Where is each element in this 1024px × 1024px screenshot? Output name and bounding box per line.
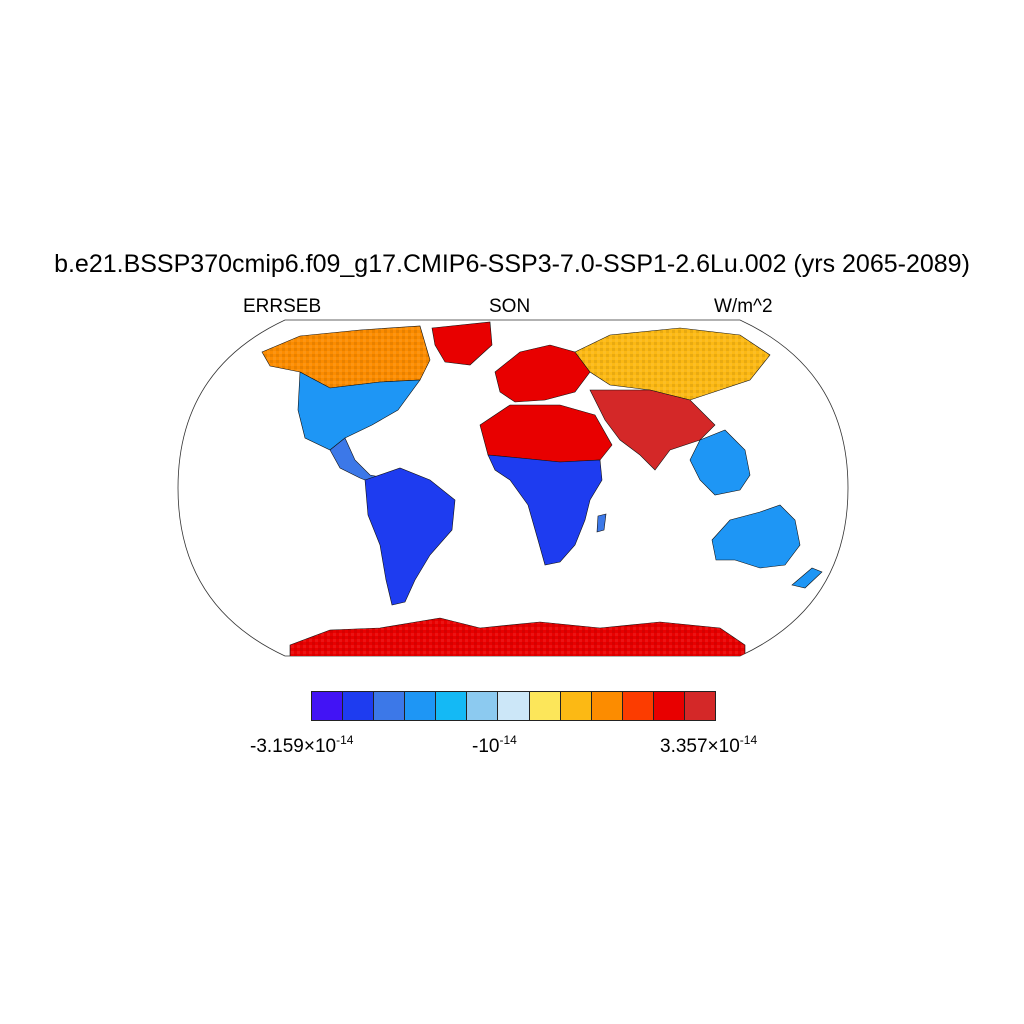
colorbar-swatch-0 xyxy=(312,692,344,720)
region-new-zealand xyxy=(791,567,823,589)
region-europe xyxy=(494,344,591,403)
colorbar-swatch-12 xyxy=(684,692,716,720)
colorbar-swatch-6 xyxy=(498,692,530,720)
region-australia xyxy=(711,504,801,569)
colorbar-swatch-1 xyxy=(343,692,375,720)
colorbar-swatch-2 xyxy=(374,692,406,720)
region-north-america-south xyxy=(297,371,421,451)
variable-label: ERRSEB xyxy=(243,296,322,317)
colorbar-swatch-10 xyxy=(622,692,654,720)
region-southeast-asia xyxy=(689,429,751,496)
colorbar-swatch-4 xyxy=(436,692,468,720)
plot-title: b.e21.BSSP370cmip6.f09_g17.CMIP6-SSP3-7.… xyxy=(54,250,970,278)
colorbar-min-label: -3.159×10-14 xyxy=(250,733,354,757)
season-label: SON xyxy=(489,296,531,317)
colorbar-swatch-5 xyxy=(467,692,499,720)
colorbar-swatch-9 xyxy=(591,692,623,720)
region-greenland xyxy=(431,321,493,366)
colorbar-mid-label: -10-14 xyxy=(472,733,517,757)
colorbar-swatch-11 xyxy=(653,692,685,720)
region-central-southern-africa xyxy=(487,454,603,566)
region-south-america xyxy=(364,467,456,606)
colorbar-swatch-3 xyxy=(405,692,437,720)
texture-overlay xyxy=(262,326,770,656)
colorbar xyxy=(311,691,716,721)
region-madagascar xyxy=(596,513,607,533)
colorbar-swatch-7 xyxy=(529,692,561,720)
units-label: W/m^2 xyxy=(714,296,773,317)
colorbar-max-label: 3.357×10-14 xyxy=(660,733,758,757)
colorbar-swatch-8 xyxy=(560,692,592,720)
